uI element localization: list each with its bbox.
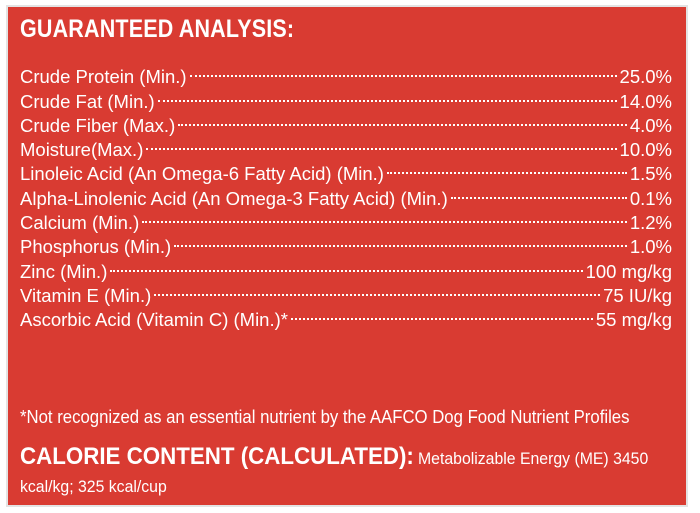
nutrient-value: 25.0% xyxy=(619,66,672,88)
nutrient-label: Crude Fiber (Max.) xyxy=(20,114,176,136)
nutrient-row: Crude Fiber (Max.) 4.0% xyxy=(20,108,672,136)
panel-title: GUARANTEED ANALYSIS: xyxy=(20,15,295,43)
nutrient-row: Crude Fat (Min.) 14.0% xyxy=(20,83,672,112)
nutrient-label: Phosphorus (Min.) xyxy=(20,236,172,258)
footnote: *Not recognized as an essential nutrient… xyxy=(20,407,630,427)
nutrient-value: 55 mg/kg xyxy=(595,309,672,331)
dot-leader xyxy=(189,59,617,83)
nutrient-label: Zinc (Min.) xyxy=(20,260,108,282)
nutrient-list: Crude Protein (Min.) 25.0% Crude Fat (Min.… xyxy=(20,59,672,330)
dot-leader xyxy=(450,180,627,204)
nutrient-label: Crude Fat (Min.) xyxy=(20,90,155,112)
nutrient-value: 14.0% xyxy=(619,90,672,112)
nutrient-value: 0.1% xyxy=(629,187,672,209)
nutrient-row: Vitamin E (Min.) 75 IU/kg xyxy=(20,278,672,306)
dot-leader xyxy=(154,278,600,302)
calorie-text: Metabolizable Energy (ME) 3450 kcal/kg; … xyxy=(20,449,649,496)
calorie-heading: CALORIE CONTENT (CALCULATED): xyxy=(20,443,414,470)
dot-leader xyxy=(174,229,627,253)
nutrient-row: Zinc (Min.) 100 mg/kg xyxy=(20,253,672,282)
dot-leader xyxy=(386,156,627,180)
dot-leader xyxy=(110,253,583,277)
dot-leader xyxy=(146,132,617,156)
nutrient-label: Crude Protein (Min.) xyxy=(20,66,187,88)
nutrient-row: Ascorbic Acid (Vitamin C) (Min.)* 55 mg/k… xyxy=(20,302,672,330)
nutrient-value: 1.0% xyxy=(629,236,672,258)
guaranteed-analysis-panel: GUARANTEED ANALYSIS: Crude Protein (Min.… xyxy=(6,5,688,507)
nutrient-label: Vitamin E (Min.) xyxy=(20,284,152,306)
nutrient-value: 1.2% xyxy=(629,212,672,234)
nutrient-row: Crude Protein (Min.) 25.0% xyxy=(20,59,672,87)
nutrient-value: 10.0% xyxy=(619,139,672,161)
nutrient-label: Alpha-Linolenic Acid (An Omega-3 Fatty A… xyxy=(20,187,448,209)
nutrient-label: Calcium (Min.) xyxy=(20,212,140,234)
nutrient-row: Moisture(Max.) 10.0% xyxy=(20,132,672,160)
nutrient-row: Calcium (Min.) 1.2% xyxy=(20,205,672,233)
dot-leader xyxy=(142,205,627,229)
nutrient-value: 75 IU/kg xyxy=(603,284,672,306)
nutrient-label: Ascorbic Acid (Vitamin C) (Min.)* xyxy=(20,309,288,331)
nutrient-row: Alpha-Linolenic Acid (An Omega-3 Fatty A… xyxy=(20,180,672,209)
nutrient-value: 1.5% xyxy=(629,163,672,185)
nutrient-label: Linoleic Acid (An Omega-6 Fatty Acid) (M… xyxy=(20,163,384,185)
nutrient-label: Moisture(Max.) xyxy=(20,139,144,161)
dot-leader xyxy=(290,302,593,326)
nutrient-row: Linoleic Acid (An Omega-6 Fatty Acid) (M… xyxy=(20,156,672,184)
dot-leader xyxy=(157,83,617,107)
dot-leader xyxy=(178,108,627,132)
calorie-content: CALORIE CONTENT (CALCULATED): Metaboliza… xyxy=(20,443,671,501)
nutrient-value: 4.0% xyxy=(629,114,672,136)
nutrient-row: Phosphorus (Min.) 1.0% xyxy=(20,229,672,257)
nutrient-value: 100 mg/kg xyxy=(585,260,672,282)
